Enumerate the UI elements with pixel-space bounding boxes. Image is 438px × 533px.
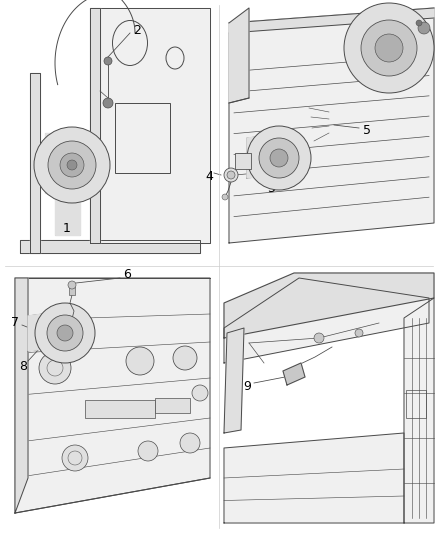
- Polygon shape: [45, 133, 90, 193]
- Circle shape: [126, 347, 154, 375]
- Text: 5: 5: [363, 124, 371, 136]
- Polygon shape: [283, 363, 305, 385]
- Circle shape: [418, 22, 430, 34]
- Polygon shape: [15, 278, 28, 513]
- Circle shape: [224, 168, 238, 182]
- Circle shape: [270, 149, 288, 167]
- Circle shape: [375, 34, 403, 62]
- Polygon shape: [224, 273, 434, 338]
- Polygon shape: [224, 433, 404, 523]
- Bar: [115, 103, 170, 173]
- Bar: [406, 390, 426, 418]
- Polygon shape: [229, 8, 249, 103]
- Text: 8: 8: [19, 359, 27, 373]
- Polygon shape: [20, 240, 200, 253]
- Circle shape: [35, 303, 95, 363]
- Circle shape: [259, 138, 299, 178]
- Text: 1: 1: [63, 222, 71, 235]
- Circle shape: [104, 57, 112, 65]
- Bar: [85, 400, 155, 418]
- Polygon shape: [30, 73, 40, 253]
- Bar: [69, 287, 75, 295]
- Circle shape: [138, 441, 158, 461]
- Bar: [155, 398, 190, 413]
- Circle shape: [47, 315, 83, 351]
- Bar: [235, 153, 251, 169]
- Text: 9: 9: [243, 381, 251, 393]
- Circle shape: [180, 433, 200, 453]
- Circle shape: [39, 352, 71, 384]
- Circle shape: [416, 20, 422, 26]
- Circle shape: [173, 346, 197, 370]
- Circle shape: [247, 126, 311, 190]
- Polygon shape: [55, 193, 80, 235]
- Text: 3: 3: [267, 182, 275, 195]
- Polygon shape: [90, 8, 100, 243]
- Polygon shape: [15, 278, 210, 513]
- Circle shape: [103, 98, 113, 108]
- Polygon shape: [247, 135, 274, 178]
- Circle shape: [62, 445, 88, 471]
- Circle shape: [361, 20, 417, 76]
- Circle shape: [355, 329, 363, 337]
- Circle shape: [57, 325, 73, 341]
- Polygon shape: [90, 8, 210, 243]
- Circle shape: [60, 153, 84, 177]
- Text: 7: 7: [11, 317, 19, 329]
- Text: 2: 2: [133, 25, 141, 37]
- Circle shape: [67, 160, 77, 170]
- Circle shape: [314, 333, 324, 343]
- Circle shape: [48, 141, 96, 189]
- Polygon shape: [229, 8, 434, 243]
- Circle shape: [68, 281, 76, 289]
- Polygon shape: [28, 313, 50, 351]
- Polygon shape: [404, 298, 434, 523]
- Text: 6: 6: [123, 268, 131, 280]
- Polygon shape: [229, 8, 434, 33]
- Circle shape: [34, 127, 110, 203]
- Circle shape: [192, 385, 208, 401]
- Circle shape: [222, 194, 228, 200]
- Circle shape: [227, 171, 235, 179]
- Polygon shape: [224, 328, 244, 433]
- Polygon shape: [224, 278, 429, 363]
- Circle shape: [344, 3, 434, 93]
- Text: 4: 4: [205, 171, 213, 183]
